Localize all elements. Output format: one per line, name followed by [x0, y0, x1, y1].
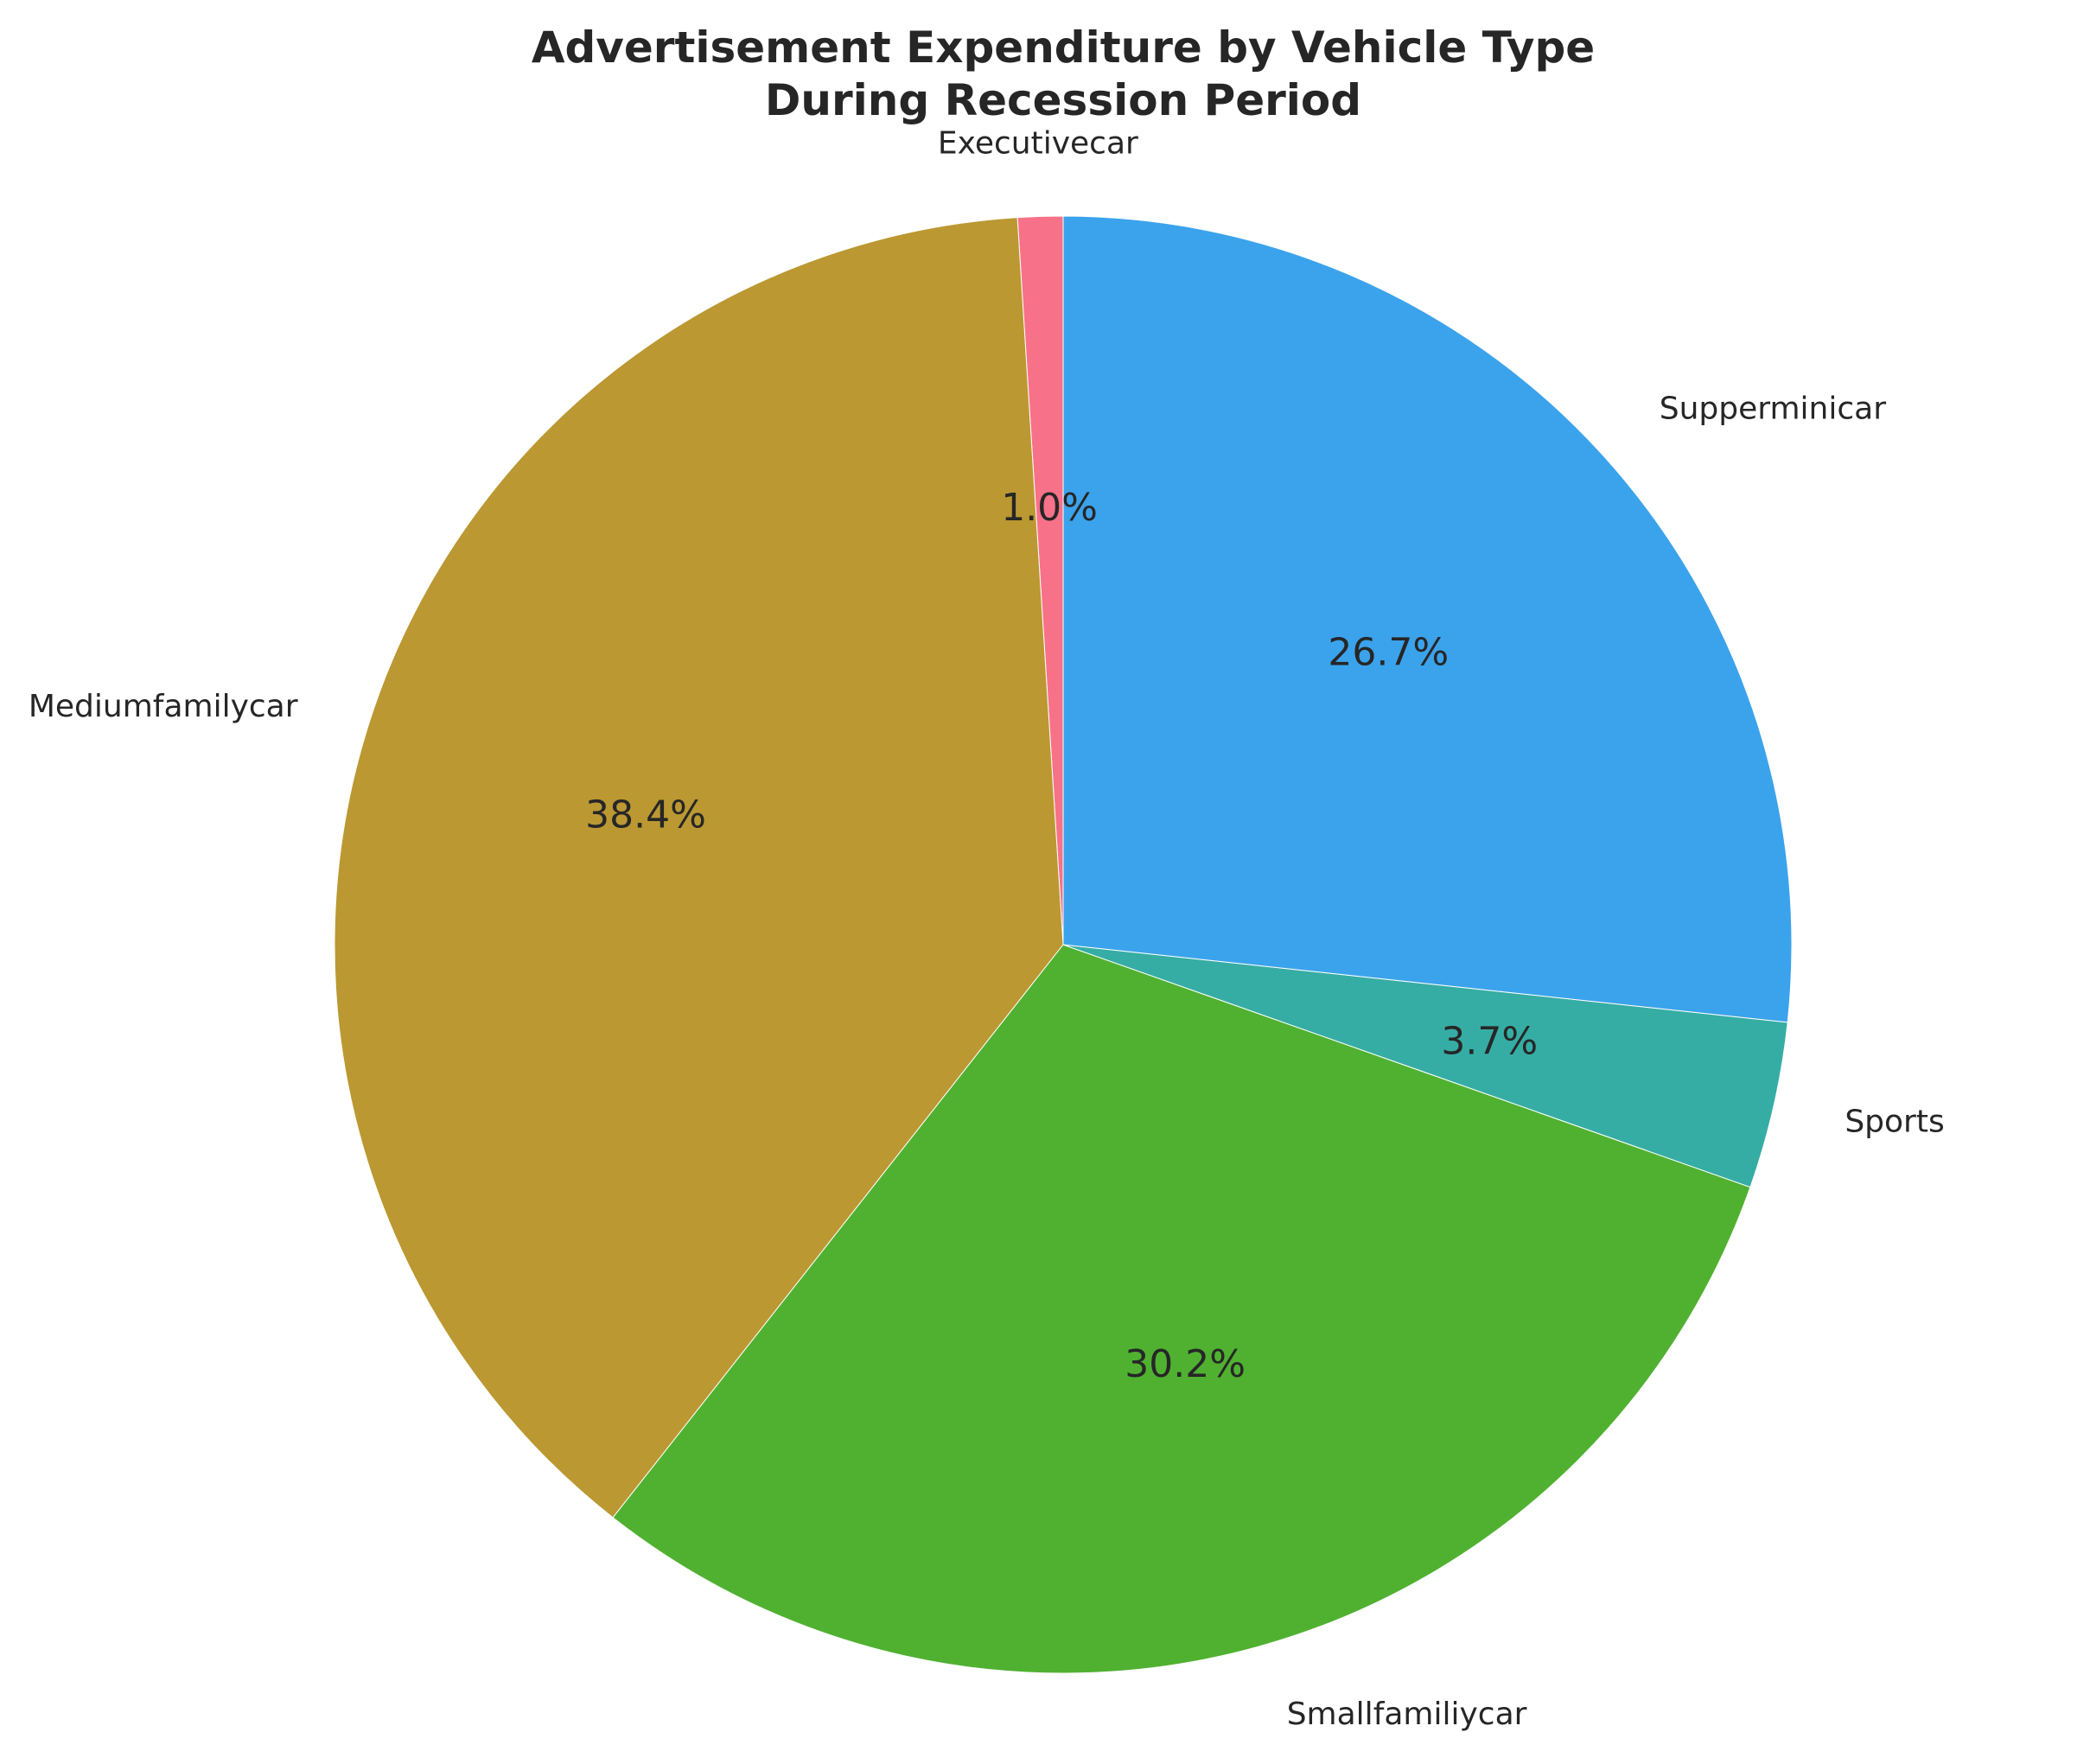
- slice-label-supperminicar: Supperminicar: [1660, 392, 1886, 427]
- chart-title-line-1: Advertisement Expenditure by Vehicle Typ…: [532, 22, 1595, 73]
- slice-percent-sports: 3.7%: [1441, 1019, 1538, 1063]
- slice-label-smallfamiliycar: Smallfamiliycar: [1287, 1697, 1527, 1732]
- slice-label-executivecar: Executivecar: [938, 126, 1138, 162]
- chart-title-line-2: During Recession Period: [765, 75, 1361, 125]
- pie-slice-smallfamiliycar: [612, 944, 1751, 1674]
- slice-label-sports: Sports: [1845, 1105, 1944, 1140]
- slice-percent-supperminicar: 26.7%: [1328, 630, 1449, 674]
- pie-labels: Executivecar 1.0% Mediumfamilycar 38.4% Smal…: [29, 126, 1945, 1732]
- pie-slice-supperminicar: [1062, 215, 1793, 1023]
- pie-slices: [334, 215, 1793, 1674]
- slice-percent-mediumfamilycar: 38.4%: [585, 793, 706, 837]
- pie-slice-sports: [1062, 944, 1788, 1188]
- slice-percent-smallfamiliycar: 30.2%: [1125, 1342, 1246, 1386]
- pie-slice-mediumfamilycar: [334, 217, 1064, 1519]
- slice-label-mediumfamilycar: Mediumfamilycar: [29, 689, 298, 724]
- slice-percent-executivecar: 1.0%: [1001, 486, 1098, 530]
